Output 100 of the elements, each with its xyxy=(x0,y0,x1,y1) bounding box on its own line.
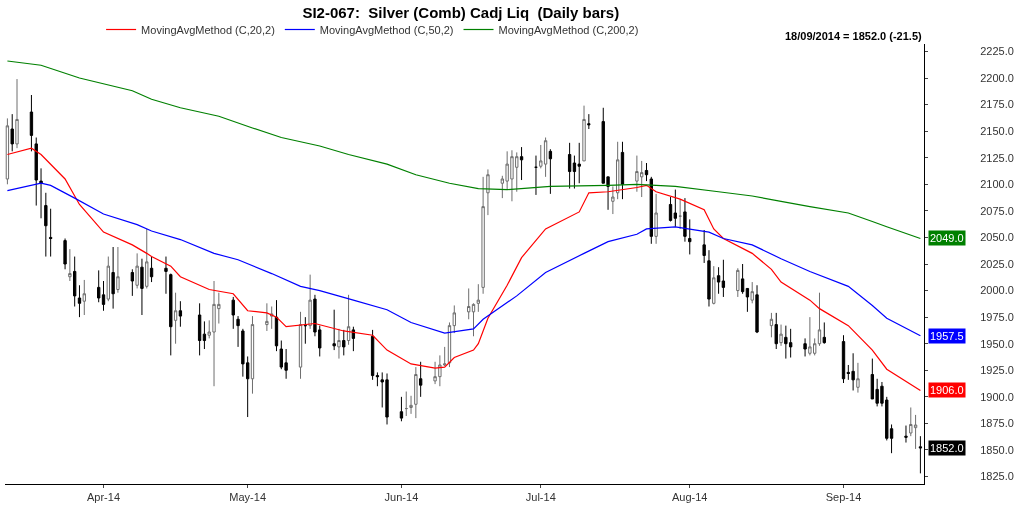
y-tick-label: 2200.0 xyxy=(980,71,1014,84)
candlestick xyxy=(308,274,312,330)
candlestick xyxy=(567,142,572,190)
data-label: 1906.0 xyxy=(930,384,964,396)
candlestick xyxy=(755,284,759,334)
candlestick xyxy=(673,189,678,228)
line-series xyxy=(6,60,921,240)
candlestick xyxy=(476,283,480,313)
candlestick xyxy=(404,391,408,417)
y-tick-label: 2175.0 xyxy=(980,98,1014,111)
candlestick xyxy=(149,256,154,283)
candlestick xyxy=(707,249,711,308)
candlestick xyxy=(803,337,807,357)
candlestick xyxy=(918,435,923,474)
candlestick xyxy=(418,361,423,398)
candlestick xyxy=(587,113,591,130)
candlestick xyxy=(250,315,255,395)
y-tick-label: 1950.0 xyxy=(980,337,1014,350)
candlestick xyxy=(740,263,745,295)
x-tick-label: Aug-14 xyxy=(672,491,708,504)
candlestick xyxy=(774,312,778,350)
candlestick xyxy=(48,208,53,258)
candlestick xyxy=(370,329,375,381)
candlestick xyxy=(822,321,826,345)
candlestick xyxy=(346,294,351,346)
y-tick-label: 2125.0 xyxy=(980,151,1014,164)
candlestick xyxy=(543,137,548,178)
candlestick xyxy=(332,309,336,351)
candlestick xyxy=(29,94,34,152)
candlestick xyxy=(611,185,615,215)
candlestick xyxy=(298,311,303,380)
candlestick xyxy=(351,326,356,352)
candlestick xyxy=(745,287,750,313)
candlestick xyxy=(750,281,754,304)
candlestick xyxy=(784,325,788,360)
candlestick xyxy=(399,396,404,422)
y-tick-label: 2225.0 xyxy=(980,45,1014,58)
y-tick-label: 2050.0 xyxy=(980,231,1014,244)
candlestick xyxy=(164,256,168,295)
candlestick xyxy=(486,168,490,216)
candlestick xyxy=(904,425,908,444)
y-tick-label: 2025.0 xyxy=(980,257,1014,270)
candlestick xyxy=(303,316,307,345)
candlestick xyxy=(77,284,82,318)
y-tick-label: 2100.0 xyxy=(980,178,1014,191)
legend-label: MovingAvgMethod (C,50,2) xyxy=(319,23,454,36)
candlestick xyxy=(169,273,173,356)
y-tick-label: 1850.0 xyxy=(980,443,1014,456)
text: 1852.0 xyxy=(930,442,964,454)
chart-title: SI2-067: Silver (Comb) Cadj Liq (Daily bars) xyxy=(302,4,620,22)
candlestick xyxy=(683,197,687,243)
x-tick-label: Apr-14 xyxy=(86,491,121,504)
candlestick xyxy=(173,292,178,345)
y-tick-label: 2000.0 xyxy=(980,284,1014,297)
x-tick-label: Jul-14 xyxy=(525,491,556,504)
candlestick xyxy=(644,162,649,182)
candlestick xyxy=(231,296,235,330)
candlestick xyxy=(274,299,279,352)
candlestick xyxy=(721,259,726,298)
legend-label: MovingAvgMethod (C,200,2) xyxy=(498,23,639,36)
candlestick xyxy=(106,256,110,302)
candlestick xyxy=(688,218,692,255)
candlestick xyxy=(678,198,682,230)
x-tick-label: May-14 xyxy=(229,491,266,504)
candlestick xyxy=(841,334,846,384)
y-tick-label: 2150.0 xyxy=(980,125,1014,137)
candlestick xyxy=(615,141,620,200)
data-label: 2049.0 xyxy=(930,232,964,244)
candlestick xyxy=(5,117,10,185)
candlestick xyxy=(44,192,48,258)
candlestick xyxy=(63,237,67,270)
candlestick xyxy=(409,395,413,415)
candlestick xyxy=(10,113,14,152)
y-tick-label: 1900.0 xyxy=(980,390,1014,403)
candlestick xyxy=(337,328,341,360)
x-tick-label: Sep-14 xyxy=(825,491,862,504)
candlestick xyxy=(481,176,485,295)
candlestick xyxy=(769,312,774,338)
y-tick-label: 1925.0 xyxy=(980,364,1014,377)
candlestick xyxy=(375,371,380,387)
candlestick xyxy=(668,196,673,222)
candlestick xyxy=(178,300,183,328)
candlestick xyxy=(582,105,586,162)
candlestick xyxy=(779,324,783,347)
candlestick xyxy=(135,252,139,289)
candlestick xyxy=(702,229,706,264)
candlestick xyxy=(856,362,860,394)
y-tick-label: 1875.0 xyxy=(980,417,1014,430)
data-label: 1957.5 xyxy=(930,330,964,342)
candlestick xyxy=(654,193,658,245)
candlestick xyxy=(202,320,207,350)
candlestick xyxy=(145,228,149,289)
candlestick xyxy=(111,246,115,310)
candlestick xyxy=(716,266,721,295)
candlestick xyxy=(73,256,77,308)
candlestick xyxy=(130,268,135,297)
candlestick xyxy=(414,366,418,419)
legend-label: MovingAvgMethod (C,20,2) xyxy=(141,23,275,36)
candlestick xyxy=(519,146,524,181)
candlestick xyxy=(620,141,625,200)
